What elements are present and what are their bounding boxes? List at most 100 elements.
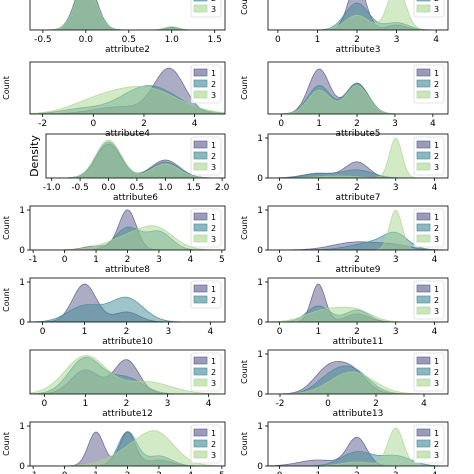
x-tick-label: 0 (90, 119, 96, 129)
y-tick-label: 0 (19, 462, 25, 472)
legend-swatch (416, 151, 431, 160)
legend-label: 1 (211, 69, 216, 78)
axes-frame (267, 61, 449, 115)
legend-label: 3 (211, 235, 216, 244)
x-tick-label: 3 (156, 471, 162, 474)
x-tick-label: 1 (315, 471, 321, 474)
legend-swatch (416, 356, 431, 365)
legend-swatch (193, 378, 208, 387)
x-tick-label: 4 (432, 255, 438, 265)
legend-swatch (416, 90, 431, 99)
x-tick-label: 3 (394, 35, 400, 45)
legend-label: 2 (434, 224, 439, 233)
x-tick-label: 3 (165, 399, 171, 409)
x-tick-label: 2 (125, 471, 131, 474)
legend-label: 3 (211, 379, 216, 388)
y-tick-label: 1 (19, 206, 25, 216)
legend-label: 2 (434, 440, 439, 449)
y-tick-label: 0 (257, 318, 263, 328)
density-areas (268, 283, 448, 322)
axes-frame (29, 277, 226, 323)
legend-label: 3 (434, 235, 439, 244)
axes-frame (45, 133, 226, 179)
density-series-3 (46, 139, 225, 178)
x-tick-label: -2 (38, 119, 47, 129)
y-tick-label: 0 (257, 390, 263, 400)
legend-label: 2 (211, 368, 216, 377)
legend: 123 (413, 424, 445, 464)
legend-swatch (416, 367, 431, 376)
legend: 123 (413, 136, 445, 176)
x-tick-label: 2 (373, 399, 379, 409)
x-tick-label: 0 (277, 255, 283, 265)
axes-frame (267, 277, 449, 323)
x-tick-label: 2 (141, 119, 147, 129)
x-tick-label: 0.0 (79, 35, 94, 45)
y-tick-label: 0 (257, 174, 263, 184)
subplot-6: 0 1 2 3 4 0 1 attribute7 1 2 3 (257, 133, 449, 203)
x-tick-label: 2 (354, 119, 360, 129)
y-axis-label: Count (2, 432, 11, 456)
subplot-7: -1 0 1 2 3 4 5 0 1 attribute8 Count 1 2 3 (2, 205, 226, 275)
y-tick-label: 1 (257, 278, 263, 288)
y-axis-label: Count (2, 288, 11, 312)
legend-label: 2 (434, 368, 439, 377)
x-tick-label: 1 (93, 255, 99, 265)
legend-label: 2 (434, 296, 439, 305)
legend-swatch (193, 140, 208, 149)
legend-label: 3 (434, 379, 439, 388)
x-tick-label: 2 (354, 183, 360, 193)
legend-label: 2 (211, 0, 216, 3)
density-series-3 (30, 86, 225, 114)
x-tick-label: 4 (192, 119, 198, 129)
x-tick-label: 3 (393, 471, 399, 474)
legend-label: 2 (211, 224, 216, 233)
x-tick-label: 0 (325, 399, 331, 409)
x-axis-label: attribute3 (336, 45, 381, 55)
x-tick-label: 0 (42, 399, 48, 409)
legend-swatch (193, 162, 208, 171)
axes-frame (267, 421, 449, 467)
axes-frame (267, 349, 449, 395)
legend-swatch (416, 439, 431, 448)
legend: 123 (190, 208, 222, 248)
x-tick-label: 3 (393, 183, 399, 193)
axes-frame (29, 349, 226, 395)
x-tick-label: 0 (275, 35, 281, 45)
x-tick-label: 1.0 (165, 35, 180, 45)
legend: 1 2 3 (413, 208, 445, 248)
x-tick-label: 4 (430, 119, 436, 129)
subplot-2: 01234attribute3Count123 (240, 0, 449, 55)
x-tick-label: 4 (432, 471, 438, 474)
legend-label: 2 (211, 440, 216, 449)
subplot-8: 0 1 2 3 4 0 1 attribute9 Count 1 2 3 (240, 205, 449, 275)
x-tick-label: 4 (188, 471, 194, 474)
x-tick-label: 4 (432, 183, 438, 193)
x-tick-label: -2 (276, 399, 285, 409)
legend-label: 3 (434, 5, 439, 14)
x-tick-label: 2 (125, 255, 131, 265)
x-tick-label: 1 (315, 255, 321, 265)
legend-label: 1 (434, 357, 439, 366)
x-tick-label: 2 (354, 327, 360, 337)
legend-swatch (193, 367, 208, 376)
subplot-1: -0.50.00.51.01.5attribute2123 (29, 0, 226, 55)
legend-label: 1 (434, 213, 439, 222)
axes-frame (29, 61, 226, 115)
legend-swatch (416, 234, 431, 243)
x-tick-label: 4 (421, 399, 427, 409)
legend-label: 1 (434, 285, 439, 294)
x-tick-label: 4 (206, 399, 212, 409)
x-tick-label: 0 (40, 327, 46, 337)
x-axis-label: attribute12 (102, 409, 153, 419)
legend-swatch (416, 79, 431, 88)
x-tick-label: 3 (156, 255, 162, 265)
y-axis-label: Density (28, 135, 41, 177)
x-tick-label: 1.5 (187, 183, 201, 193)
legend-label: 2 (211, 296, 216, 305)
legend-swatch (193, 4, 208, 13)
legend-label: 1 (434, 429, 439, 438)
legend: 123 (413, 0, 445, 18)
